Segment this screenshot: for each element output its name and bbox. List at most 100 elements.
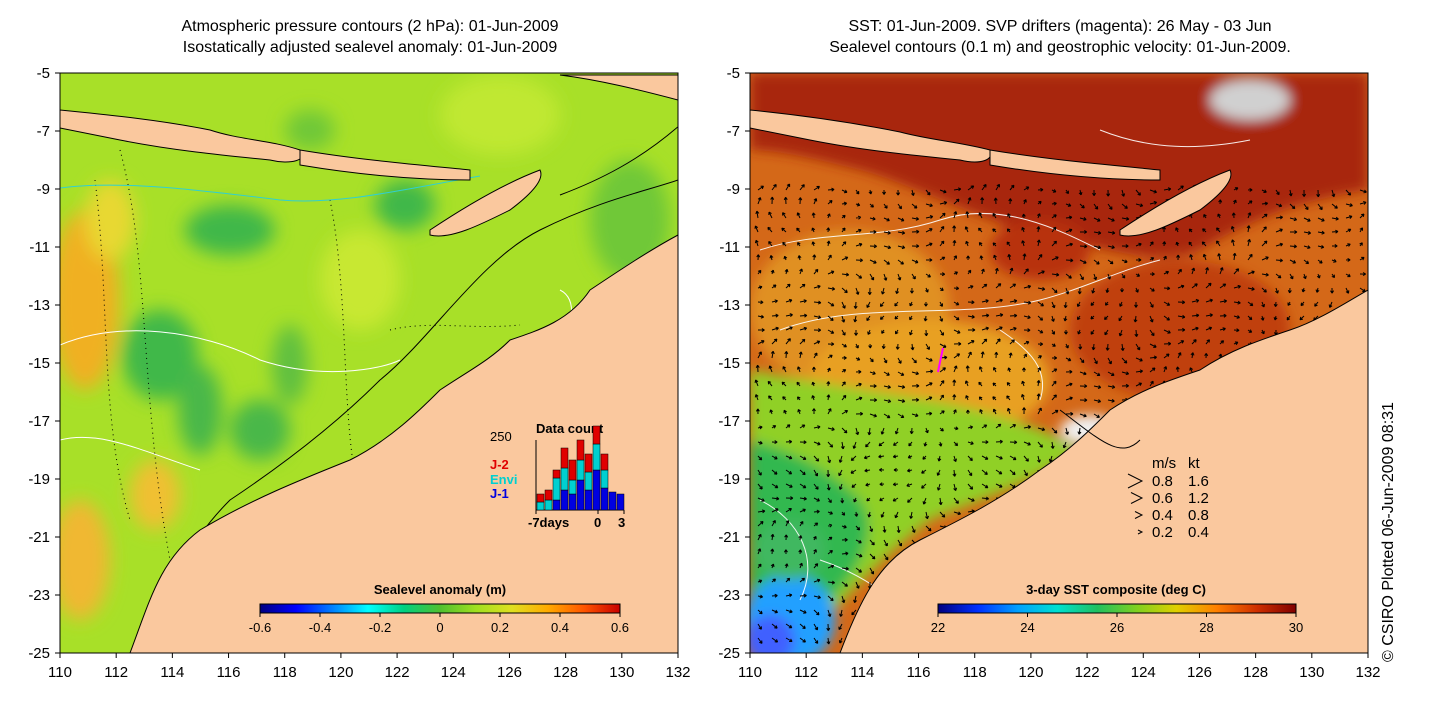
left_map-colorbar-tick-label: 0.2	[491, 620, 509, 635]
inset-bar-segment	[592, 443, 601, 471]
right_map-x-tick-label: 114	[850, 664, 874, 681]
inset-bar-segment	[560, 467, 569, 491]
inset-bar-segment	[568, 493, 577, 511]
inset-bar-segment	[608, 491, 617, 511]
left_map-y-tick-label: -23	[28, 587, 50, 604]
right-map-title: SST: 01-Jun-2009. SVP drifters (magenta)…	[750, 16, 1370, 58]
mission-label-j2: J-2	[490, 457, 509, 472]
mission-label-j1: J-1	[490, 486, 509, 501]
data-count-inset: Data count 250 -7days 0 3 J-2 Envi J-1	[490, 421, 625, 530]
right-y-axis: -5 -7 -9 -11 -13 -15 -17 -19 -21 -23 -25	[718, 65, 750, 662]
right_map-y-tick-label: -9	[727, 181, 740, 198]
inset-bar-segment	[576, 439, 585, 461]
inset-bar-segment	[552, 477, 561, 501]
left_map-x-tick-label: 112	[104, 664, 128, 681]
left-map-title-line1: Atmospheric pressure contours (2 hPa): 0…	[181, 18, 559, 35]
inset-bar-segment	[568, 459, 577, 481]
left_map-y-tick-label: -13	[28, 297, 50, 314]
right_map-x-tick-label: 110	[738, 664, 762, 681]
right_map-y-tick-label: -23	[718, 587, 740, 604]
inset-bar-segment	[560, 447, 569, 469]
inset-bar-segment	[600, 487, 609, 511]
left_map-x-tick-label: 120	[328, 664, 353, 681]
left_map-y-tick-label: -15	[28, 355, 50, 372]
right_map-colorbar-tick-label: 30	[1289, 620, 1303, 635]
sealevel-colorbar-ticks: -0.6 -0.4 -0.2 0 0.2 0.4 0.6	[249, 613, 629, 635]
left_map-x-tick-label: 130	[609, 664, 634, 681]
land-masses-right	[750, 109, 1368, 653]
right_map-x-tick-label: 120	[1018, 664, 1043, 681]
inset-bar-segment	[536, 501, 545, 511]
speed-legend: m/s kt 0.8 1.60.6 1.20.4 0.80.2 0.4	[1127, 455, 1209, 541]
sst-colorbar-title: 3-day SST composite (deg C)	[1026, 582, 1206, 597]
sealevel-anomaly-patches	[60, 75, 670, 620]
inset-bar-segment	[592, 425, 601, 445]
inset-title: Data count	[536, 421, 604, 436]
left_map-x-tick-label: 124	[441, 664, 466, 681]
pressure-contours	[94, 149, 521, 561]
inset-bar-segment	[576, 479, 585, 511]
left_map-y-tick-label: -25	[28, 645, 50, 662]
inset-bar-segment	[560, 489, 569, 511]
left_map-colorbar-tick-label: 0	[436, 620, 443, 635]
inset-x-label-start: -7days	[528, 515, 569, 530]
inset-y-top-label: 250	[490, 429, 512, 444]
left_map-y-tick-label: -17	[28, 413, 50, 430]
speed-legend-arrow	[1130, 492, 1144, 504]
cyan-contour	[60, 175, 481, 202]
right_map-y-tick-label: -15	[718, 355, 740, 372]
coastline-detail	[1059, 409, 1141, 449]
left_map-y-tick-label: -5	[37, 65, 50, 82]
left_map-x-tick-label: 128	[553, 664, 578, 681]
speed-legend-ms: 0.8	[1152, 473, 1173, 490]
speed-legend-kt: 1.2	[1188, 490, 1209, 507]
speed-legend-unit-ms: m/s	[1152, 455, 1176, 472]
mission-label-envi: Envi	[490, 472, 517, 487]
inset-bar-segment	[600, 469, 609, 489]
right_map-y-tick-label: -5	[727, 65, 740, 82]
inset-bar-segment	[600, 453, 609, 471]
left_map-x-tick-label: 126	[497, 664, 522, 681]
right_map-x-tick-label: 124	[1131, 664, 1156, 681]
inset-bar-segment	[552, 469, 561, 479]
speed-legend-arrow	[1134, 511, 1144, 519]
speed-legend-arrow	[1137, 529, 1144, 535]
inset-x-label-end: 3	[618, 515, 625, 530]
right_map-y-tick-label: -17	[718, 413, 740, 430]
right_map-x-tick-label: 126	[1187, 664, 1212, 681]
left-map: 110 112 114 116 118 120 122 124 126 128 130 132 -5-…	[28, 65, 690, 681]
inset-bar-segment	[544, 499, 553, 511]
sealevel-colorbar-title: Sealevel anomaly (m)	[374, 582, 506, 597]
svp-drifter-track	[937, 347, 944, 373]
speed-legend-ms: 0.6	[1152, 490, 1173, 507]
plot-credit: © CSIRO Plotted 06-Jun-2009 08:31	[1380, 402, 1397, 662]
sealevel-colorbar: Sealevel anomaly (m) -0.6 -0.4 -0.2 0 0.2 0.4…	[249, 582, 629, 635]
inset-bar-segment	[544, 489, 553, 501]
inset-bar-segment	[592, 469, 601, 511]
left_map-x-tick-label: 122	[385, 664, 410, 681]
left_map-y-tick-label: -11	[29, 239, 50, 256]
left-y-axis: -5 -7 -9 -11 -13 -15 -17 -19 -21 -23 -25	[28, 65, 60, 662]
left_map-y-tick-label: -19	[28, 471, 50, 488]
right-x-axis: 110 112 114 116 118 120 122 124 126 128 130 132	[738, 653, 1381, 681]
right_map-x-tick-label: 118	[963, 664, 987, 681]
inset-bars	[536, 425, 625, 511]
inset-bar-segment	[536, 493, 545, 503]
left_map-colorbar-tick-label: 0.6	[611, 620, 629, 635]
inset-bar-segment	[584, 471, 593, 491]
right-map-title-line1: SST: 01-Jun-2009. SVP drifters (magenta)…	[848, 18, 1272, 35]
right_map-y-tick-label: -25	[718, 645, 740, 662]
inset-bar-segment	[584, 489, 593, 511]
right_map-colorbar-tick-label: 26	[1110, 620, 1124, 635]
inset-bar-segment	[584, 453, 593, 473]
left-map-title-line2: Isostatically adjusted sealevel anomaly:…	[182, 39, 558, 56]
right_map-x-tick-label: 128	[1243, 664, 1268, 681]
right_map-y-tick-label: -11	[719, 239, 740, 256]
right_map-y-tick-label: -19	[718, 471, 740, 488]
left_map-colorbar-tick-label: -0.6	[249, 620, 271, 635]
right_map-colorbar-tick-label: 24	[1020, 620, 1034, 635]
left_map-x-tick-label: 132	[665, 664, 690, 681]
right_map-y-tick-label: -7	[727, 123, 740, 140]
left_map-y-tick-label: -21	[28, 529, 50, 546]
